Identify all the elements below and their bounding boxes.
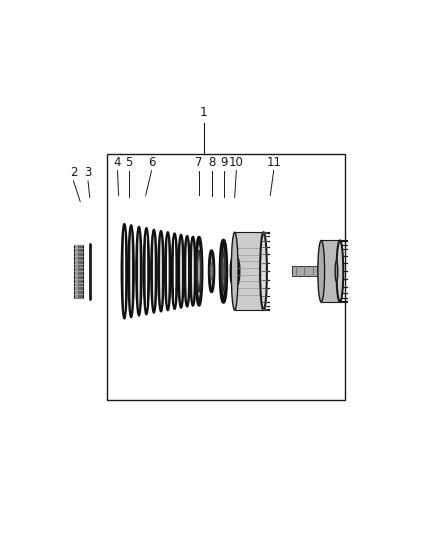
Ellipse shape — [231, 259, 235, 284]
Ellipse shape — [174, 238, 175, 304]
Text: 6: 6 — [148, 156, 155, 168]
Bar — [321, 240, 340, 302]
Text: 4: 4 — [114, 156, 121, 168]
Ellipse shape — [186, 240, 188, 302]
Ellipse shape — [260, 232, 267, 310]
Text: 7: 7 — [195, 156, 203, 168]
Bar — [293, 266, 333, 276]
Ellipse shape — [220, 240, 226, 302]
Ellipse shape — [122, 224, 127, 318]
Bar — [74, 245, 83, 298]
Bar — [235, 232, 264, 310]
Ellipse shape — [192, 241, 194, 302]
Ellipse shape — [151, 230, 156, 313]
Ellipse shape — [178, 235, 184, 308]
Ellipse shape — [128, 225, 134, 317]
Ellipse shape — [184, 236, 190, 306]
Text: 8: 8 — [208, 156, 215, 168]
Ellipse shape — [160, 236, 162, 306]
Ellipse shape — [222, 247, 225, 296]
Bar — [75, 245, 78, 298]
Ellipse shape — [210, 263, 213, 279]
Text: 1: 1 — [200, 107, 208, 119]
Text: 11: 11 — [266, 156, 281, 168]
Ellipse shape — [167, 237, 169, 305]
Ellipse shape — [138, 232, 140, 310]
Text: 5: 5 — [125, 156, 132, 168]
Ellipse shape — [165, 232, 170, 310]
Ellipse shape — [144, 228, 149, 314]
Text: 10: 10 — [229, 156, 244, 168]
Ellipse shape — [158, 231, 164, 311]
Ellipse shape — [190, 237, 196, 306]
Ellipse shape — [153, 235, 155, 308]
Text: 2: 2 — [70, 166, 77, 179]
Ellipse shape — [336, 240, 343, 302]
Text: 9: 9 — [220, 156, 228, 168]
Bar — [107, 154, 345, 400]
Ellipse shape — [198, 245, 201, 298]
Ellipse shape — [318, 240, 325, 302]
Ellipse shape — [209, 251, 214, 292]
Ellipse shape — [172, 233, 177, 309]
Ellipse shape — [136, 227, 141, 316]
Ellipse shape — [124, 230, 125, 313]
Text: 3: 3 — [85, 166, 92, 179]
Ellipse shape — [131, 231, 132, 312]
Ellipse shape — [235, 259, 239, 284]
Ellipse shape — [231, 232, 238, 310]
Ellipse shape — [196, 237, 202, 305]
Ellipse shape — [335, 261, 338, 281]
Ellipse shape — [223, 262, 224, 280]
Ellipse shape — [180, 239, 182, 303]
Ellipse shape — [145, 233, 147, 309]
